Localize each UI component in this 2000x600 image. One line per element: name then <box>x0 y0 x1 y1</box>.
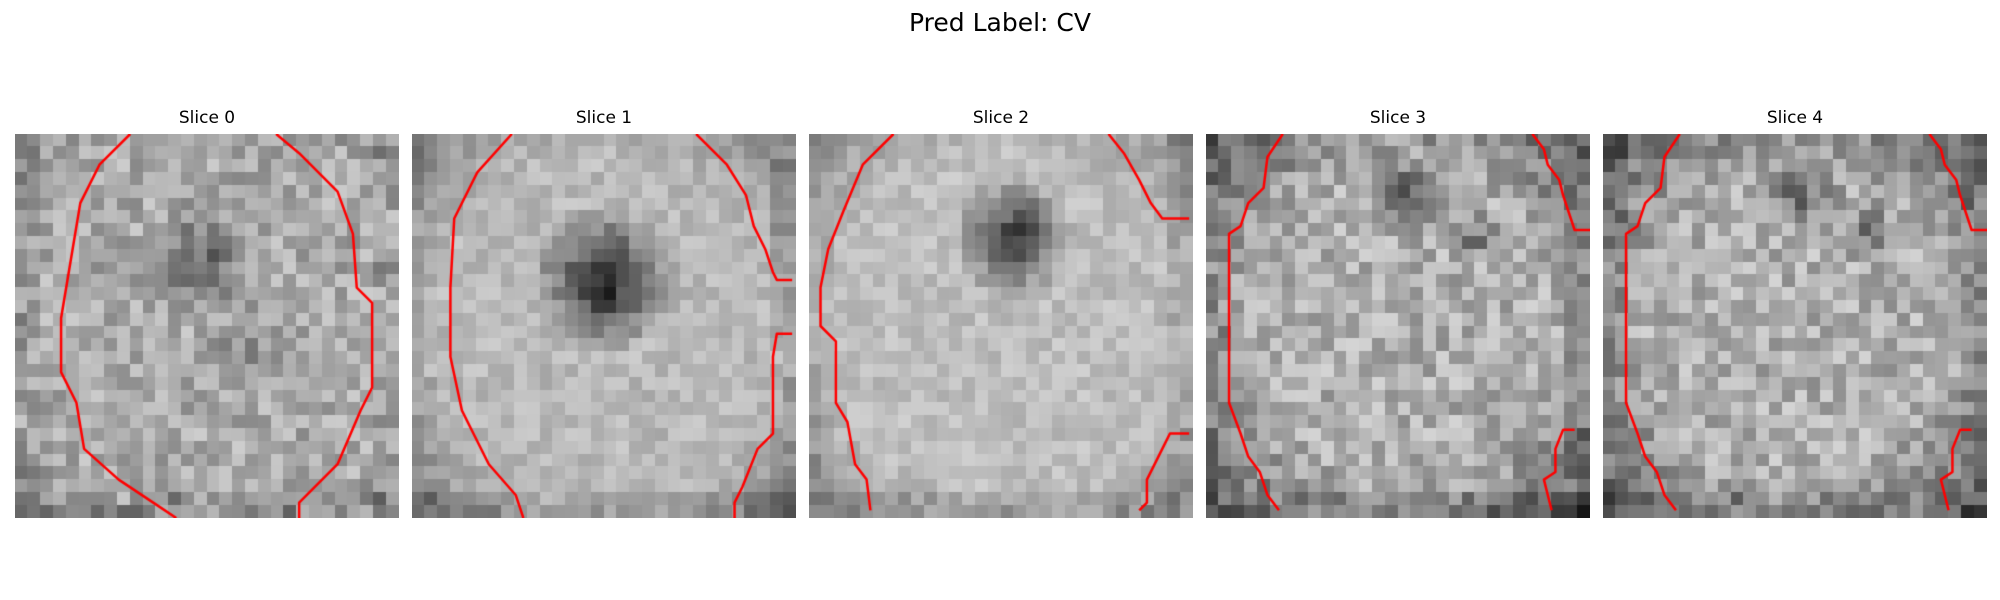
slice-title-3: Slice 3 <box>1369 108 1427 128</box>
slice-image-4 <box>1603 134 1987 518</box>
slice-image-2 <box>809 134 1193 518</box>
slice-title-2: Slice 2 <box>972 108 1030 128</box>
slice-panel-4: Slice 4 <box>1603 106 1987 518</box>
slice-image-3 <box>1206 134 1590 518</box>
slice-title-1: Slice 1 <box>575 108 633 128</box>
slice-panel-3: Slice 3 <box>1206 106 1590 518</box>
slice-image-0 <box>15 134 399 518</box>
figure-title: Pred Label: CV <box>909 8 1091 37</box>
slice-panel-2: Slice 2 <box>809 106 1193 518</box>
slice-panel-1: Slice 1 <box>412 106 796 518</box>
slice-title-4: Slice 4 <box>1766 108 1824 128</box>
slice-image-1 <box>412 134 796 518</box>
slice-title-0: Slice 0 <box>178 108 236 128</box>
slice-panel-0: Slice 0 <box>15 106 399 518</box>
